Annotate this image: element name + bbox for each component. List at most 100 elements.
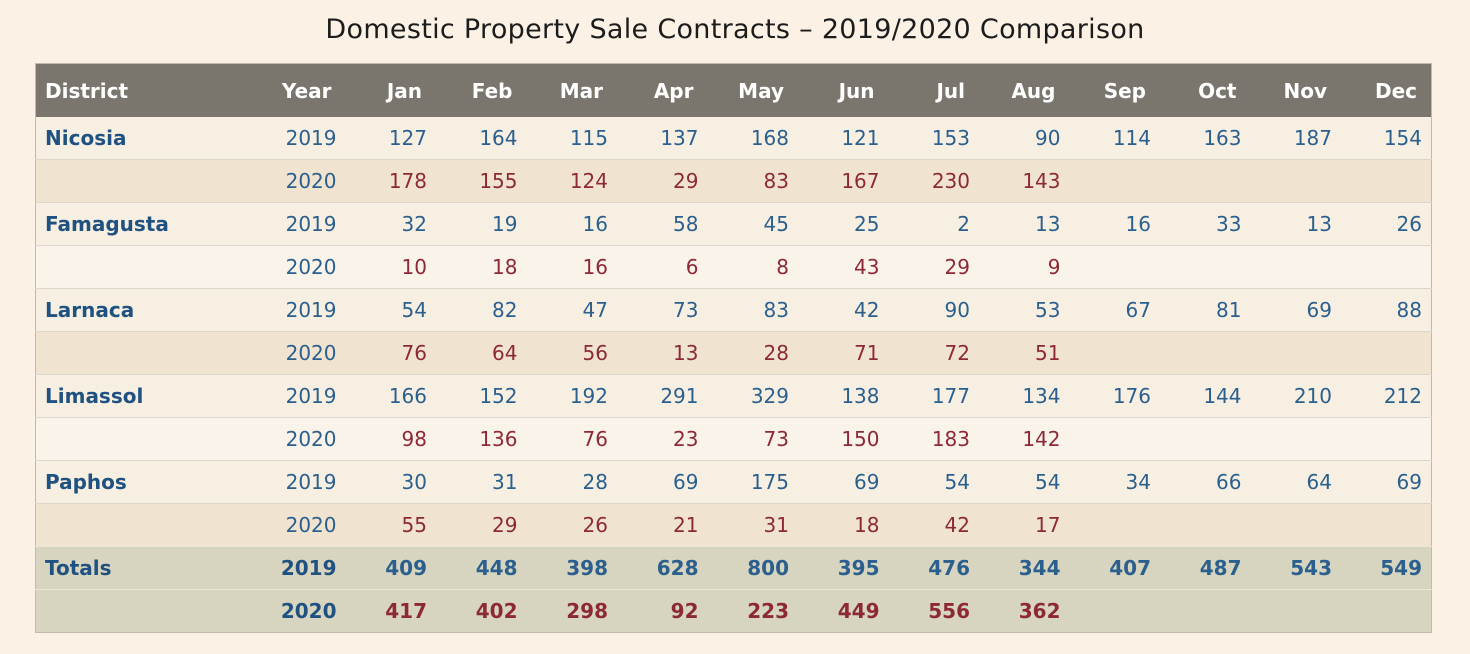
year-cell: 2019 bbox=[285, 212, 337, 236]
value-cell-nov: 64 bbox=[1306, 470, 1332, 494]
column-header-feb: Feb bbox=[436, 63, 527, 117]
column-header-jan: Jan bbox=[345, 63, 436, 117]
value-cell-sep bbox=[1070, 590, 1161, 633]
value-cell-dec bbox=[1341, 504, 1432, 547]
value-cell-jan: 10 bbox=[401, 255, 427, 279]
value-cell-nov bbox=[1251, 246, 1342, 289]
value-cell-may: 31 bbox=[763, 513, 789, 537]
value-cell-jul: 476 bbox=[928, 556, 970, 580]
value-cell-nov: 13 bbox=[1306, 212, 1332, 236]
value-cell-feb: 31 bbox=[492, 470, 518, 494]
value-cell-aug: 17 bbox=[1035, 513, 1061, 537]
value-cell-jul: 42 bbox=[944, 513, 970, 537]
district-cell: Paphos bbox=[45, 470, 127, 494]
column-header-sep: Sep bbox=[1069, 63, 1160, 117]
value-cell-apr: 58 bbox=[673, 212, 699, 236]
district-cell: Famagusta bbox=[45, 212, 169, 236]
value-cell-aug: 54 bbox=[1035, 470, 1061, 494]
district-row-nicosia-2020: 2020 178 155 124 29 83 167 230 143 bbox=[35, 159, 1432, 203]
value-cell-jun: 121 bbox=[841, 126, 880, 150]
column-header-jul: Jul bbox=[888, 63, 979, 117]
value-cell-oct: 144 bbox=[1203, 384, 1242, 408]
value-cell-feb: 155 bbox=[479, 169, 518, 193]
value-cell-oct: 33 bbox=[1216, 212, 1242, 236]
district-row-nicosia-2019: Nicosia 2019 127 164 115 137 168 121 153 90 114 163… bbox=[35, 117, 1432, 160]
value-cell-jul: 183 bbox=[931, 427, 970, 451]
value-cell-dec bbox=[1341, 246, 1432, 289]
value-cell-dec: 154 bbox=[1383, 126, 1422, 150]
value-cell-aug: 9 bbox=[1047, 255, 1061, 279]
column-header-apr: Apr bbox=[617, 63, 708, 117]
table-header: District Year Jan Feb Mar Apr May Jun Jul Aug Sep O… bbox=[35, 63, 1432, 117]
value-cell-may: 175 bbox=[750, 470, 789, 494]
value-cell-dec: 212 bbox=[1383, 384, 1422, 408]
value-cell-mar: 76 bbox=[582, 427, 608, 451]
value-cell-nov: 543 bbox=[1290, 556, 1332, 580]
value-cell-oct bbox=[1160, 504, 1251, 547]
year-cell: 2019 bbox=[285, 126, 337, 150]
value-cell-jul: 230 bbox=[931, 169, 970, 193]
value-cell-nov: 210 bbox=[1293, 384, 1332, 408]
value-cell-jan: 417 bbox=[385, 599, 427, 623]
value-cell-dec: 69 bbox=[1396, 470, 1422, 494]
value-cell-jul: 2 bbox=[957, 212, 970, 236]
district-cell bbox=[36, 160, 262, 203]
value-cell-aug: 344 bbox=[1018, 556, 1061, 580]
year-cell: 2020 bbox=[285, 255, 337, 279]
value-cell-apr: 291 bbox=[660, 384, 699, 408]
value-cell-jul: 54 bbox=[944, 470, 970, 494]
year-cell: 2020 bbox=[285, 427, 337, 451]
value-cell-jun: 18 bbox=[854, 513, 880, 537]
totals-row-2019: Totals 2019 409 448 398 628 800 395 476 344 407 487… bbox=[35, 546, 1432, 590]
district-row-limassol-2020: 2020 98 136 76 23 73 150 183 142 bbox=[35, 417, 1432, 461]
value-cell-oct: 66 bbox=[1216, 470, 1242, 494]
column-header-mar: Mar bbox=[526, 63, 617, 117]
value-cell-jun: 71 bbox=[854, 341, 880, 365]
value-cell-apr: 21 bbox=[673, 513, 699, 537]
value-cell-jan: 166 bbox=[388, 384, 427, 408]
value-cell-may: 8 bbox=[776, 255, 789, 279]
district-cell bbox=[36, 418, 262, 461]
value-cell-may: 329 bbox=[750, 384, 789, 408]
value-cell-jun: 395 bbox=[837, 556, 880, 580]
district-row-paphos-2019: Paphos 2019 30 31 28 69 175 69 54 54 34 66 64 69 bbox=[35, 460, 1432, 504]
column-header-nov: Nov bbox=[1250, 63, 1341, 117]
district-cell: Totals bbox=[45, 556, 112, 580]
district-row-limassol-2019: Limassol 2019 166 152 192 291 329 138 177 134 176 1… bbox=[35, 374, 1432, 418]
value-cell-apr: 92 bbox=[670, 599, 699, 623]
contracts-table: District Year Jan Feb Mar Apr May Jun Jul Aug Sep O… bbox=[35, 63, 1432, 633]
page-title: Domestic Property Sale Contracts – 2019/… bbox=[325, 14, 1145, 45]
year-cell: 2020 bbox=[285, 513, 337, 537]
value-cell-sep bbox=[1070, 418, 1161, 461]
value-cell-sep bbox=[1070, 160, 1161, 203]
value-cell-mar: 192 bbox=[569, 384, 608, 408]
value-cell-apr: 23 bbox=[673, 427, 699, 451]
value-cell-jan: 127 bbox=[388, 126, 427, 150]
value-cell-sep: 67 bbox=[1125, 298, 1151, 322]
year-cell: 2019 bbox=[285, 470, 337, 494]
value-cell-may: 168 bbox=[750, 126, 789, 150]
value-cell-oct bbox=[1160, 332, 1251, 375]
district-cell bbox=[36, 504, 262, 547]
value-cell-apr: 73 bbox=[673, 298, 699, 322]
value-cell-feb: 19 bbox=[492, 212, 518, 236]
value-cell-jul: 177 bbox=[931, 384, 970, 408]
value-cell-may: 800 bbox=[747, 556, 789, 580]
value-cell-feb: 164 bbox=[479, 126, 518, 150]
value-cell-nov: 69 bbox=[1306, 298, 1332, 322]
district-cell bbox=[36, 246, 262, 289]
value-cell-may: 73 bbox=[763, 427, 789, 451]
value-cell-apr: 628 bbox=[656, 556, 699, 580]
value-cell-oct bbox=[1160, 418, 1251, 461]
year-cell: 2020 bbox=[285, 169, 337, 193]
value-cell-aug: 51 bbox=[1035, 341, 1061, 365]
district-cell: Larnaca bbox=[45, 298, 135, 322]
value-cell-jul: 90 bbox=[944, 298, 970, 322]
value-cell-sep: 176 bbox=[1112, 384, 1151, 408]
value-cell-mar: 16 bbox=[582, 255, 608, 279]
year-cell: 2019 bbox=[280, 556, 337, 580]
value-cell-mar: 298 bbox=[566, 599, 608, 623]
value-cell-jan: 30 bbox=[401, 470, 427, 494]
value-cell-jan: 178 bbox=[388, 169, 427, 193]
value-cell-nov: 187 bbox=[1293, 126, 1332, 150]
